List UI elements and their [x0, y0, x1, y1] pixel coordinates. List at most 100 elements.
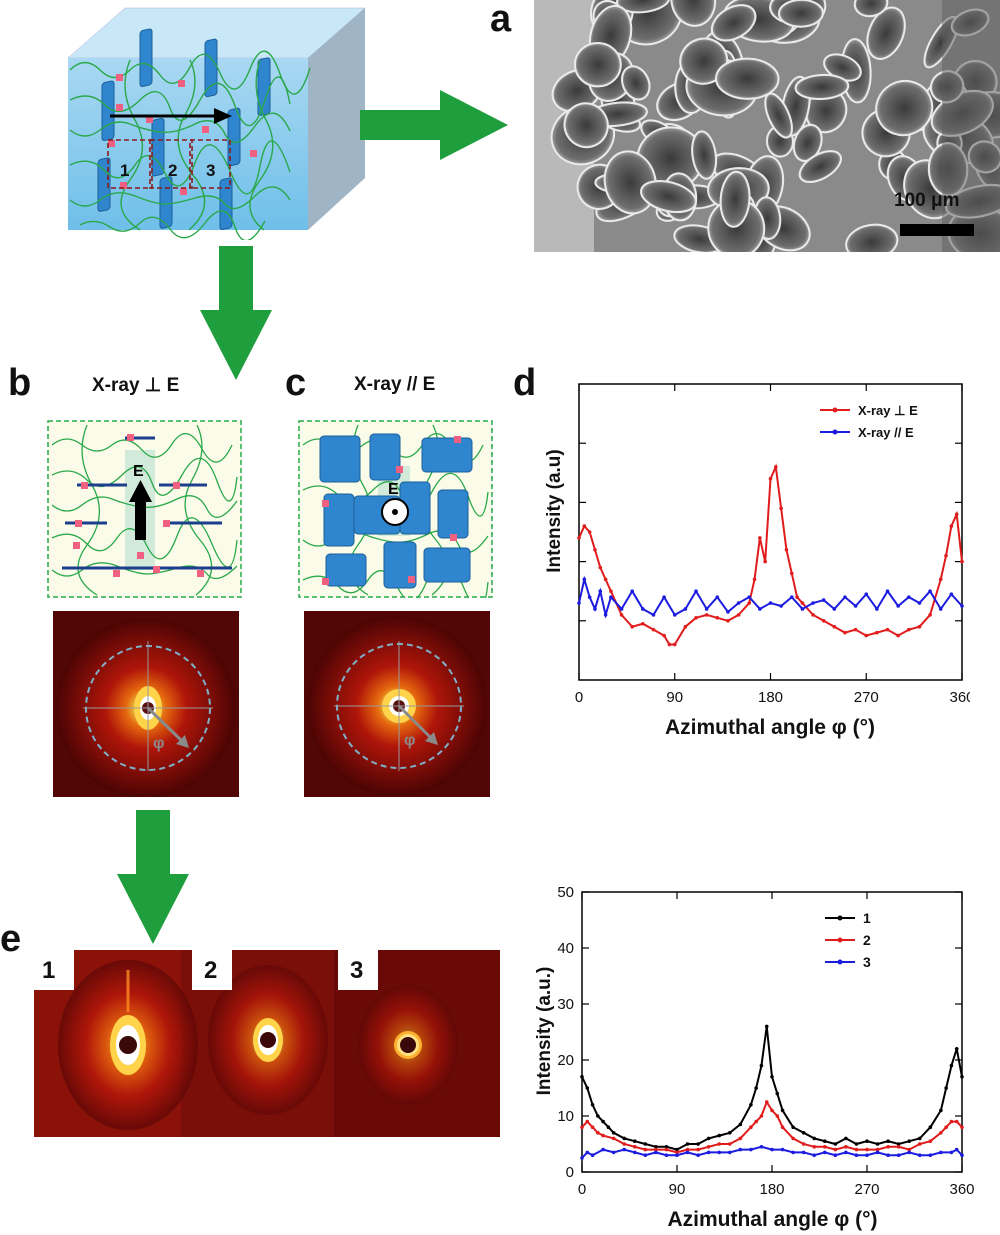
data-point [865, 1147, 869, 1152]
panel-letter-c: c [285, 362, 307, 404]
data-point [938, 577, 943, 582]
data-point [593, 607, 597, 611]
data-point [603, 613, 608, 617]
data-point [801, 1142, 806, 1146]
data-point [917, 601, 922, 605]
data-point [601, 1147, 605, 1152]
panel-e-label-3: 3 [350, 957, 363, 984]
data-point [601, 1133, 605, 1138]
data-point [736, 601, 741, 605]
data-point [590, 1153, 595, 1157]
data-point [585, 1086, 590, 1090]
panel-c-title: X-ray // E [354, 374, 436, 395]
data-point [853, 604, 858, 608]
data-point [853, 627, 858, 632]
data-point [811, 613, 815, 617]
data-point [960, 1075, 964, 1079]
data-point [715, 616, 720, 620]
data-point [854, 1153, 859, 1157]
data-point [754, 1119, 758, 1124]
data-point [754, 1086, 758, 1090]
data-point [632, 1150, 637, 1155]
x-tick-label: 360 [949, 1181, 974, 1198]
data-point [886, 1153, 890, 1157]
data-point [609, 589, 613, 593]
plot-frame [581, 891, 963, 1173]
data-point [727, 1131, 732, 1135]
data-point [662, 633, 666, 638]
data-point [764, 1024, 769, 1029]
region-label-3: 3 [206, 161, 215, 180]
data-point [907, 1150, 912, 1155]
x-tick-label: 0 [578, 1181, 586, 1198]
data-point [928, 1125, 933, 1129]
data-point [675, 1150, 679, 1155]
panel-letter-d: d [513, 362, 537, 404]
panel-b-title: X-ray ⊥ E [92, 375, 180, 396]
data-point [672, 613, 677, 617]
green-arrow-down-icon [200, 246, 272, 380]
data-point [643, 1147, 648, 1152]
y-tick-label: 30 [557, 996, 574, 1013]
data-point [939, 1131, 943, 1135]
x-tick-label: 90 [669, 1181, 686, 1198]
data-point [780, 1108, 785, 1113]
series-line-2 [578, 575, 963, 619]
data-point [768, 476, 773, 481]
data-point [590, 1125, 595, 1129]
panel-c-field-label: E [388, 481, 399, 498]
panel-e-label-1: 1 [42, 957, 55, 984]
data-point [577, 536, 581, 540]
scale-bar [900, 224, 974, 236]
data-point [843, 630, 847, 635]
data-point [619, 613, 624, 617]
data-point [812, 1145, 817, 1149]
data-point [960, 1153, 964, 1157]
data-point [844, 1136, 848, 1141]
data-point [896, 1153, 901, 1157]
legend-label-2: 2 [863, 932, 871, 948]
data-point [585, 1119, 590, 1124]
y-tick-label: 0 [566, 1164, 574, 1181]
panel-c-phi: φ [404, 732, 415, 749]
data-point [611, 1136, 616, 1141]
data-point [582, 524, 587, 528]
data-point [770, 1147, 774, 1152]
data-point [791, 1150, 795, 1155]
data-point [875, 1142, 880, 1146]
data-point [844, 1150, 848, 1155]
x-tick-label: 0 [575, 689, 583, 706]
series-line-2 [581, 1099, 963, 1154]
data-point [960, 604, 964, 608]
y-tick-label: 50 [557, 884, 574, 901]
data-point [683, 624, 688, 629]
data-point [764, 1100, 769, 1104]
data-point [654, 1147, 658, 1152]
x-tick-label: 270 [854, 689, 879, 706]
data-point [654, 1145, 658, 1149]
data-point [822, 1150, 827, 1155]
data-point [789, 595, 794, 599]
data-point [843, 595, 847, 599]
x-tick-label: 360 [949, 689, 970, 706]
data-point [694, 589, 698, 593]
data-point [611, 1131, 616, 1135]
data-point [791, 1136, 795, 1141]
data-point [763, 559, 767, 564]
chart-e-xlabel-text: Azimuthal angle φ (°) [667, 1208, 878, 1231]
data-point [949, 524, 954, 528]
data-point [667, 642, 672, 647]
data-point [596, 1131, 600, 1135]
data-point [582, 577, 587, 582]
data-point [917, 1153, 922, 1157]
data-point [832, 624, 837, 629]
data-point [928, 1139, 933, 1143]
data-point [630, 624, 634, 629]
data-point [683, 607, 688, 611]
data-point [954, 1147, 959, 1152]
data-point [585, 1150, 590, 1155]
data-point [726, 619, 730, 623]
data-point [784, 547, 789, 552]
data-point [738, 1122, 743, 1127]
data-point [896, 1145, 901, 1149]
